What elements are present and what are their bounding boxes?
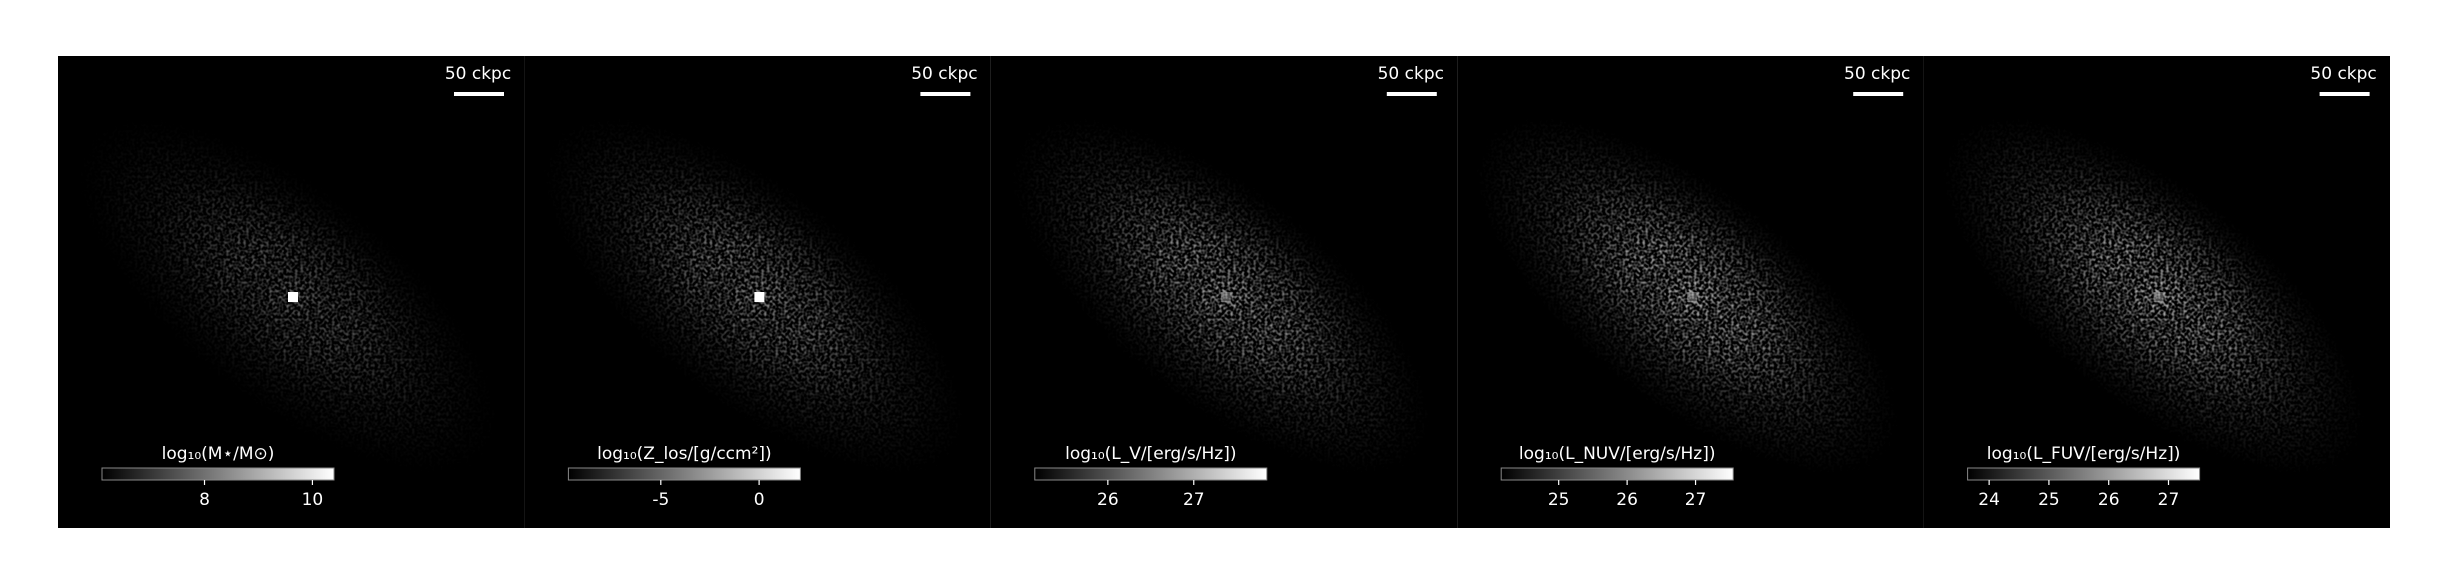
colorbar-label: log₁₀(M⋆/M⊙) xyxy=(162,444,275,464)
scalebar xyxy=(920,92,971,96)
colorbar-tick-label: 27 xyxy=(1183,490,1205,510)
colorbar-tick-label: 24 xyxy=(1978,490,2000,510)
colorbar-tick-label: 10 xyxy=(302,490,324,510)
panel: 50 ckpc log₁₀(L_NUV/[erg/s/Hz]) 25 26 27 xyxy=(1457,56,1924,528)
scalebar-label: 50 ckpc xyxy=(1378,64,1444,84)
colorbar xyxy=(1500,467,1734,481)
scalebar-label: 50 ckpc xyxy=(1844,64,1910,84)
galaxy-center xyxy=(1220,292,1231,302)
galaxy-center xyxy=(2153,292,2164,302)
panel: 50 ckpc log₁₀(M⋆/M⊙) 8 10 xyxy=(58,56,525,528)
galaxy-image xyxy=(1937,113,2370,479)
colorbar xyxy=(1967,467,2201,481)
galaxy-core xyxy=(1165,251,1286,341)
colorbar-tick-label: 0 xyxy=(754,490,765,510)
colorbar-tick-label: 27 xyxy=(2158,490,2180,510)
galaxy-core xyxy=(2098,251,2219,341)
colorbar xyxy=(1034,467,1268,481)
scalebar-label: 50 ckpc xyxy=(911,64,977,84)
galaxy-image xyxy=(1005,113,1437,479)
colorbar xyxy=(567,467,801,481)
colorbar-tick-label: 25 xyxy=(2038,490,2060,510)
galaxy-image xyxy=(1471,113,1903,479)
colorbar-label: log₁₀(L_FUV/[erg/s/Hz]) xyxy=(1987,444,2181,464)
colorbar-tick-label: 25 xyxy=(1548,490,1570,510)
galaxy-center xyxy=(754,292,765,302)
colorbar-tick-label: 26 xyxy=(2098,490,2120,510)
colorbar-label: log₁₀(L_NUV/[erg/s/Hz]) xyxy=(1519,444,1716,464)
galaxy-center xyxy=(288,292,298,302)
scalebar xyxy=(1386,92,1437,96)
panel: 50 ckpc log₁₀(Z_los/[g/ccm²]) -5 0 xyxy=(524,56,991,528)
galaxy-core xyxy=(1632,251,1753,341)
colorbar-tick-label: 8 xyxy=(199,490,210,510)
panel: 50 ckpc log₁₀(L_FUV/[erg/s/Hz]) 24 25 26 27 xyxy=(1923,56,2390,528)
colorbar-tick-label: 27 xyxy=(1685,490,1707,510)
colorbar-tick-label: -5 xyxy=(652,490,669,510)
scalebar xyxy=(2319,92,2370,96)
scalebar xyxy=(454,92,504,96)
scalebar xyxy=(1853,92,1904,96)
scalebar-label: 50 ckpc xyxy=(445,64,511,84)
colorbar-tick-label: 26 xyxy=(1616,490,1638,510)
scalebar-label: 50 ckpc xyxy=(2310,64,2376,84)
galaxy-center xyxy=(1687,292,1698,302)
colorbar-label: log₁₀(L_V/[erg/s/Hz]) xyxy=(1065,444,1236,464)
panel: 50 ckpc log₁₀(L_V/[erg/s/Hz]) 26 27 xyxy=(990,56,1458,528)
colorbar-tick-label: 26 xyxy=(1097,490,1119,510)
colorbar xyxy=(101,467,335,481)
colorbar-label: log₁₀(Z_los/[g/ccm²]) xyxy=(597,444,772,464)
